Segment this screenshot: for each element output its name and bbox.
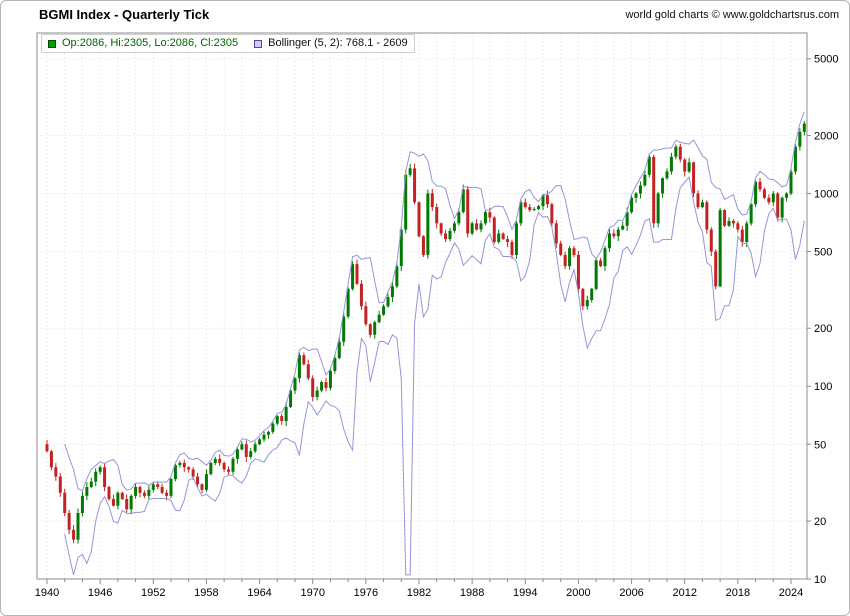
x-axis-label: 2012	[672, 587, 696, 599]
y-axis-label: 50	[814, 439, 826, 451]
y-axis-label: 5000	[814, 54, 838, 66]
y-axis-label: 20	[814, 516, 826, 528]
x-axis-label: 1994	[513, 587, 537, 599]
legend: Op:2086, Hi:2305, Lo:2086, Cl:2305 Bolli…	[41, 34, 415, 53]
x-axis-label: 2018	[726, 587, 750, 599]
chart-title: BGMI Index - Quarterly Tick	[39, 7, 210, 22]
y-axis-label: 200	[814, 323, 832, 335]
x-axis-label: 1964	[247, 587, 271, 599]
legend-ohlc-label: Op:2086, Hi:2305, Lo:2086, Cl:2305	[62, 37, 239, 49]
x-axis-label: 1988	[460, 587, 484, 599]
ohlc-swatch-icon	[48, 39, 56, 48]
x-axis-label: 1970	[300, 587, 324, 599]
x-axis-label: 1982	[407, 587, 431, 599]
bollinger-band	[64, 111, 805, 576]
y-axis-label: 100	[814, 381, 832, 393]
x-axis-label: 1976	[354, 587, 378, 599]
candlesticks	[45, 120, 806, 544]
y-axis-label: 1000	[814, 188, 838, 200]
y-axis-label: 500	[814, 247, 832, 259]
x-axis-label: 1946	[88, 587, 112, 599]
x-axis-label: 1952	[141, 587, 165, 599]
bollinger-swatch-icon	[254, 39, 263, 48]
axes: 5000 2000 1000 500 200 100 50 20 10 1940 1946 1952 1…	[35, 32, 838, 599]
x-axis-label: 1940	[35, 587, 59, 599]
x-axis-label: 1958	[194, 587, 218, 599]
gridlines	[37, 33, 807, 580]
x-axis-label: 2006	[619, 587, 643, 599]
x-axis-label: 2000	[566, 587, 590, 599]
x-axis-label: 2024	[779, 587, 803, 599]
y-axis-label: 2000	[814, 130, 838, 142]
y-axis-label: 10	[814, 574, 826, 586]
copyright-text: world gold charts © www.goldchartsrus.co…	[625, 9, 839, 21]
legend-bollinger-label: Bollinger (5, 2): 768.1 - 2609	[268, 37, 408, 49]
